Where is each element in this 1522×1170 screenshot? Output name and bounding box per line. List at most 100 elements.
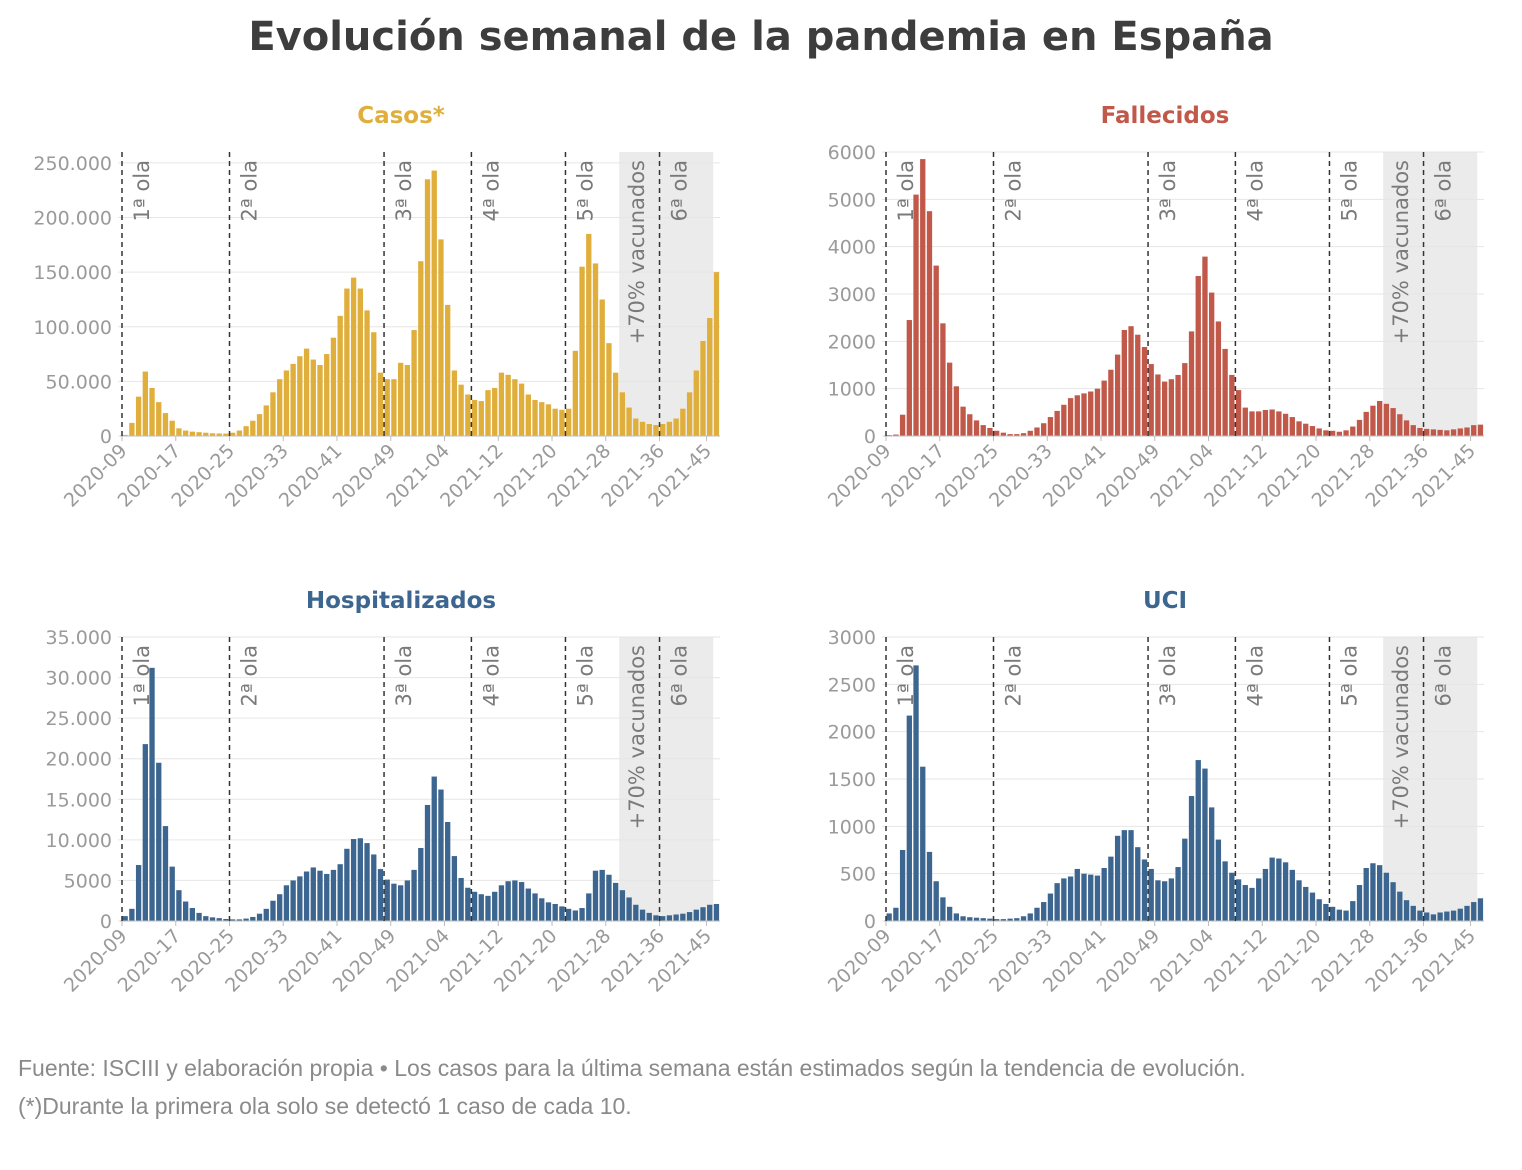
chart-uci: UCI0500100015002000250030002020-092020-1…: [824, 588, 1484, 997]
bar: [492, 891, 498, 921]
bar: [987, 427, 993, 436]
bar: [411, 869, 417, 921]
bar: [505, 881, 511, 921]
bar: [1202, 256, 1208, 436]
bar: [633, 418, 639, 436]
bar: [906, 320, 912, 436]
wave-marker-label: 1ª ola: [130, 645, 154, 706]
bar: [310, 867, 316, 921]
bar: [1041, 902, 1047, 921]
bar: [1417, 427, 1423, 436]
bar: [337, 864, 343, 921]
panel-casos: Casos* 0 50.000 100.000 150.000 200.000 250.00…: [0, 90, 761, 560]
bar: [960, 406, 966, 436]
bar: [1329, 430, 1336, 436]
bar: [967, 414, 973, 436]
bar: [599, 299, 605, 436]
bar: [1256, 411, 1262, 436]
bar: [357, 288, 363, 436]
bar: [1141, 859, 1148, 921]
bar: [1235, 390, 1242, 436]
panel-uci: UCI 0 500 1000 1500 2000 2500 3000 2020-09 2020-1…: [761, 575, 1522, 1045]
bar: [1222, 348, 1228, 436]
bar: [920, 766, 926, 921]
bar: [344, 288, 350, 436]
bar: [1155, 880, 1161, 921]
bar: [1054, 410, 1060, 436]
bar: [893, 907, 899, 921]
bar: [592, 263, 599, 436]
bar: [1403, 420, 1410, 436]
bar: [492, 387, 498, 436]
bar: [377, 372, 384, 436]
bar: [1007, 434, 1013, 436]
bar: [1269, 409, 1275, 436]
bar: [297, 876, 303, 921]
wave-marker-label: 3ª ola: [392, 160, 416, 221]
bar: [129, 422, 135, 436]
bar: [1088, 391, 1094, 436]
wave-marker-label: 4ª ola: [479, 645, 503, 706]
bar: [1161, 881, 1168, 921]
bar: [498, 885, 505, 921]
bar: [445, 304, 451, 436]
bar: [1168, 878, 1175, 921]
bar: [1390, 408, 1396, 436]
bar: [1041, 423, 1047, 436]
bar: [384, 879, 390, 921]
bar: [324, 354, 330, 436]
bar: [162, 413, 169, 436]
bar: [1450, 429, 1457, 436]
bar: [1047, 417, 1054, 436]
bar: [1108, 369, 1114, 436]
y-tick-label: 2000: [828, 331, 876, 353]
bar: [666, 915, 673, 921]
bar: [946, 362, 953, 436]
chart-title: Hospitalizados: [306, 588, 496, 614]
bar: [1376, 400, 1383, 436]
bar: [431, 776, 437, 921]
bar: [980, 918, 986, 921]
bar: [953, 913, 960, 921]
bar: [1195, 760, 1201, 921]
wave-marker-label: 6ª ola: [668, 160, 692, 221]
bar: [230, 919, 236, 921]
bar: [1343, 430, 1349, 436]
bar: [707, 904, 713, 921]
y-tick-label: 25.000: [46, 708, 112, 730]
bar: [1000, 919, 1007, 921]
vaccinated-label: +70% vacunados: [625, 160, 649, 344]
bar: [1276, 411, 1282, 436]
bar: [559, 409, 565, 436]
bar: [465, 394, 471, 436]
bar: [283, 370, 290, 436]
bar: [1430, 429, 1437, 436]
bar: [156, 402, 162, 436]
wave-marker-label: 5ª ola: [573, 160, 597, 221]
bar: [532, 399, 538, 436]
bar: [1148, 868, 1154, 921]
wave-marker-label: 4ª ola: [1243, 160, 1267, 221]
bar: [277, 379, 283, 436]
bar: [478, 894, 484, 921]
bar: [1161, 381, 1168, 436]
bar: [1343, 910, 1349, 921]
bar: [1424, 912, 1430, 921]
bar: [626, 407, 632, 436]
bar: [639, 909, 646, 921]
bar: [1141, 347, 1148, 436]
bar: [1175, 374, 1181, 436]
bar: [1209, 807, 1215, 921]
bar: [953, 386, 960, 436]
y-tick-label: 15.000: [46, 789, 112, 811]
bar: [653, 425, 659, 436]
bar: [1020, 916, 1027, 921]
bar: [680, 408, 686, 436]
bar: [1397, 891, 1403, 921]
bar: [700, 907, 706, 921]
bar: [680, 913, 686, 921]
wave-marker-label: 5ª ola: [573, 645, 597, 706]
bar: [270, 392, 276, 436]
bar: [893, 434, 899, 436]
bar: [552, 408, 558, 436]
